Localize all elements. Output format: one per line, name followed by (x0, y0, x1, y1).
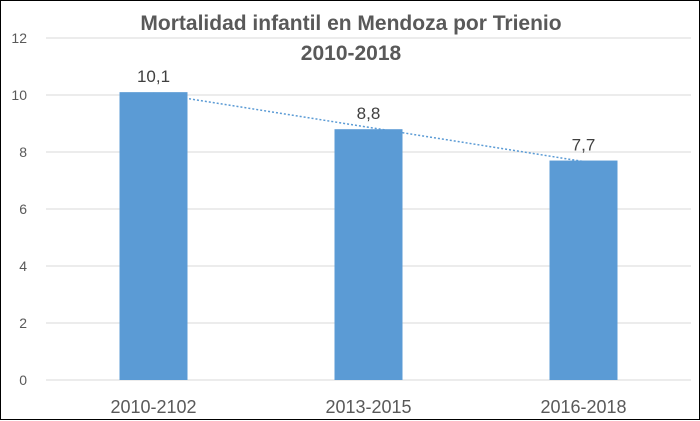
data-label: 10,1 (137, 67, 170, 86)
bar (334, 129, 403, 380)
chart-title: Mortalidad infantil en Mendoza por Trien… (140, 12, 562, 35)
chart-subtitle: 2010-2018 (300, 42, 402, 65)
trendline (153, 92, 584, 163)
chart-title-block: Mortalidad infantil en Mendoza por Trien… (1, 9, 700, 69)
x-tick-label: 2010-2102 (110, 397, 196, 417)
y-tick-label: 0 (19, 372, 27, 388)
data-label: 7,7 (572, 136, 596, 155)
y-tick-label: 8 (19, 144, 27, 160)
x-tick-label: 2016-2018 (540, 397, 626, 417)
bar (119, 92, 188, 381)
y-tick-label: 10 (11, 87, 27, 103)
data-label: 8,8 (357, 104, 381, 123)
y-tick-label: 2 (19, 315, 27, 331)
x-tick-label: 2013-2015 (325, 397, 411, 417)
y-tick-label: 12 (11, 30, 27, 46)
bar (549, 160, 618, 380)
y-tick-label: 6 (19, 201, 27, 217)
y-tick-label: 4 (19, 258, 27, 274)
